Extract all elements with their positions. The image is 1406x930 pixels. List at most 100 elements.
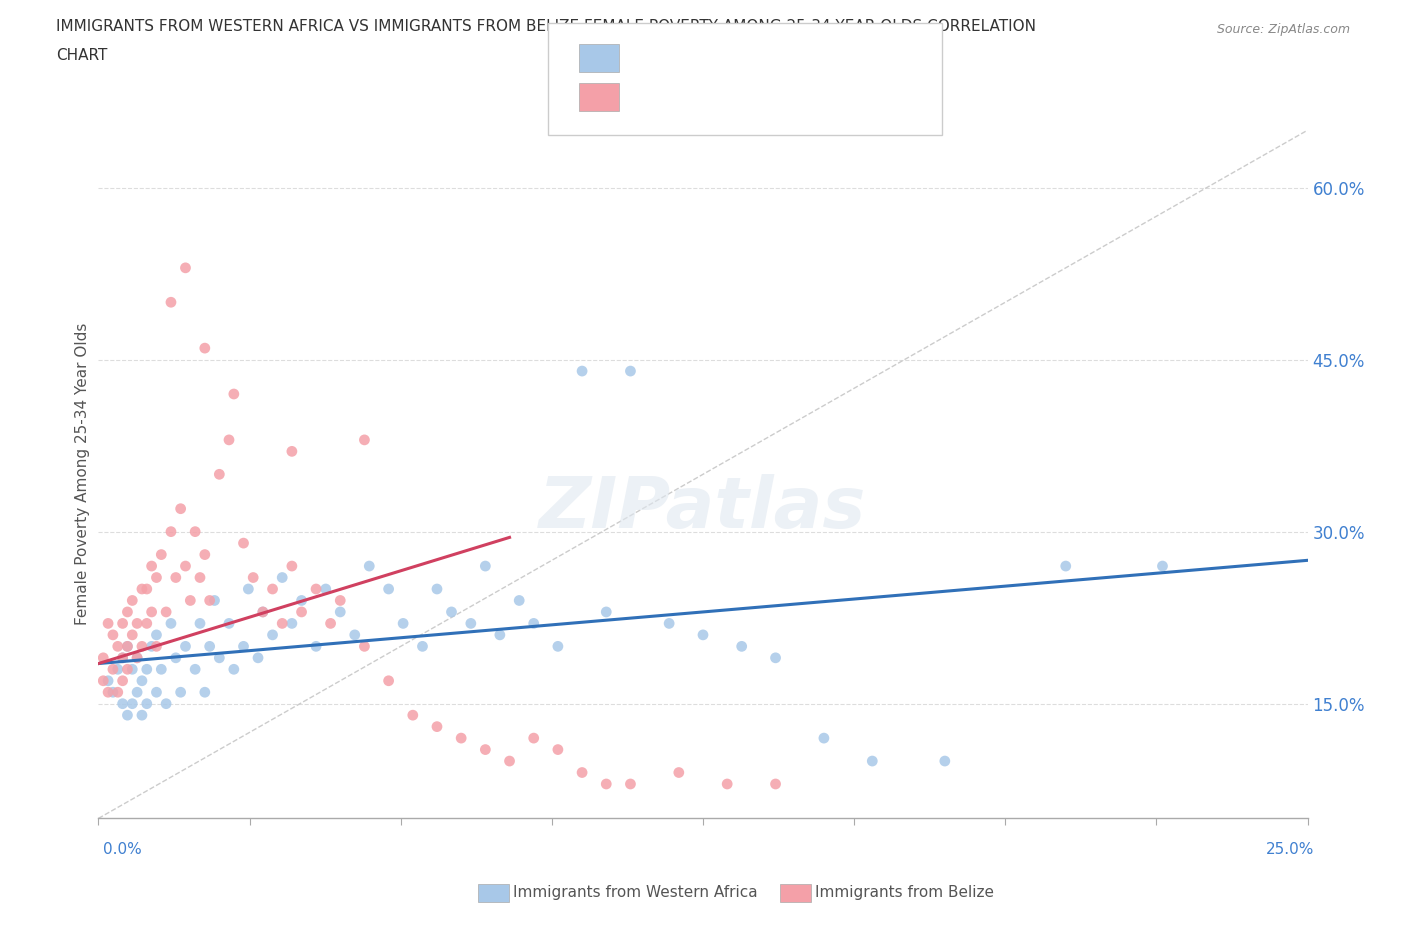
Point [174,559,197,574]
Point [194,340,217,355]
Point [1152,559,1174,574]
Point [145,684,167,699]
Point [668,765,690,780]
Point [188,616,211,631]
Point [392,616,415,631]
Point [198,639,221,654]
Point [165,650,187,665]
Point [121,697,143,711]
Point [460,616,482,631]
Text: Immigrants from Belize: Immigrants from Belize [815,885,994,900]
Point [111,650,134,665]
Point [194,684,217,699]
Point [141,639,163,654]
Point [198,593,221,608]
Point [111,697,134,711]
Point [290,593,312,608]
Point [547,742,569,757]
Point [329,604,352,619]
Y-axis label: Female Poverty Among 25-34 Year Olds: Female Poverty Among 25-34 Year Olds [75,323,90,626]
Point [619,364,641,379]
Point [262,581,284,596]
Point [222,662,245,677]
Point [353,432,375,447]
Point [179,593,201,608]
Text: Source: ZipAtlas.com: Source: ZipAtlas.com [1216,23,1350,36]
Point [127,650,149,665]
Point [107,639,129,654]
Point [271,616,294,631]
Point [174,260,197,275]
Point [135,697,157,711]
Point [765,777,787,791]
Point [218,432,240,447]
Point [184,525,207,539]
Point [571,364,593,379]
Point [658,616,681,631]
Text: 0.0%: 0.0% [103,842,142,857]
Point [252,604,274,619]
Point [121,628,143,643]
Point [315,581,337,596]
Point [305,639,328,654]
Point [160,616,183,631]
Point [238,581,260,596]
Point [111,616,134,631]
Point [169,684,191,699]
Point [131,708,153,723]
Point [135,616,157,631]
Point [252,604,274,619]
Point [131,581,153,596]
Point [165,570,187,585]
Point [353,639,375,654]
Point [135,581,157,596]
Point [271,570,294,585]
Point [474,742,496,757]
Point [208,467,231,482]
Point [619,777,641,791]
Point [208,650,231,665]
Point [97,673,120,688]
Point [135,662,157,677]
Point [716,777,738,791]
Point [117,639,139,654]
Point [145,639,167,654]
Point [232,639,254,654]
Point [547,639,569,654]
Point [111,650,134,665]
Point [174,639,197,654]
Point [232,536,254,551]
Point [402,708,425,723]
Point [262,628,284,643]
Point [150,547,173,562]
Point [934,753,956,768]
Point [188,570,211,585]
Point [359,559,381,574]
Point [155,697,177,711]
Point [204,593,226,608]
Point [145,570,167,585]
Text: ZIPatlas: ZIPatlas [540,474,866,543]
Text: R = 0.244   N = 68: R = 0.244 N = 68 [628,48,799,67]
Point [411,639,433,654]
Point [731,639,754,654]
Point [440,604,463,619]
Text: 25.0%: 25.0% [1267,842,1315,857]
Point [595,777,617,791]
Point [498,753,520,768]
Point [305,581,328,596]
Point [329,593,352,608]
Point [160,295,183,310]
Point [101,684,124,699]
Point [121,593,143,608]
Point [160,525,183,539]
Point [117,604,139,619]
Point [860,753,883,768]
Point [319,616,342,631]
Point [426,719,449,734]
Point [571,765,593,780]
Point [101,628,124,643]
Point [111,673,134,688]
Point [127,616,149,631]
Point [765,650,787,665]
